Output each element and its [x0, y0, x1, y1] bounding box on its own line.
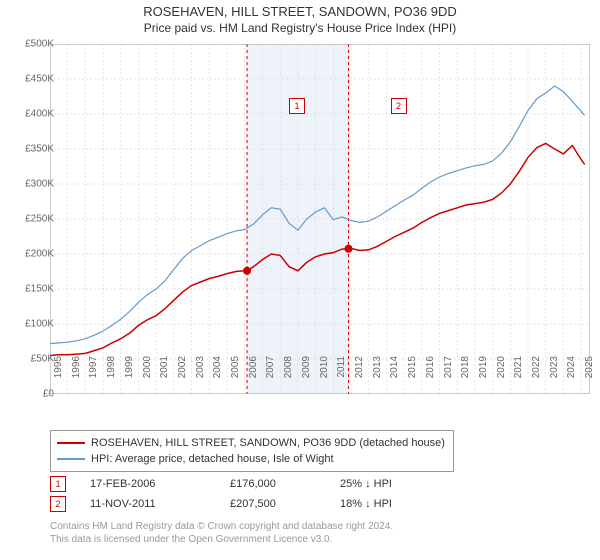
y-tick-label: £500K	[4, 39, 54, 50]
title-sub: Price paid vs. HM Land Registry's House …	[0, 21, 600, 35]
chart-svg	[50, 44, 590, 394]
x-tick-label: 2002	[177, 356, 188, 396]
legend-row: ROSEHAVEN, HILL STREET, SANDOWN, PO36 9D…	[57, 435, 447, 451]
x-tick-label: 2000	[142, 356, 153, 396]
x-tick-label: 2013	[372, 356, 383, 396]
x-tick-label: 2012	[354, 356, 365, 396]
title-block: ROSEHAVEN, HILL STREET, SANDOWN, PO36 9D…	[0, 0, 600, 35]
x-tick-label: 1999	[124, 356, 135, 396]
y-tick-label: £50K	[4, 354, 54, 365]
legend-swatch	[57, 458, 85, 460]
legend-swatch	[57, 442, 85, 444]
y-tick-label: £300K	[4, 179, 54, 190]
sale-date: 17-FEB-2006	[90, 478, 230, 490]
sale-diff: 18% ↓ HPI	[340, 498, 450, 510]
x-tick-label: 2015	[407, 356, 418, 396]
y-tick-label: £450K	[4, 74, 54, 85]
x-tick-label: 2024	[566, 356, 577, 396]
y-tick-label: £150K	[4, 284, 54, 295]
sale-date: 11-NOV-2011	[90, 498, 230, 510]
y-tick-label: £100K	[4, 319, 54, 330]
footer-line: Contains HM Land Registry data © Crown c…	[50, 520, 393, 533]
y-tick-label: £250K	[4, 214, 54, 225]
footer: Contains HM Land Registry data © Crown c…	[50, 520, 393, 546]
x-tick-label: 2004	[212, 356, 223, 396]
x-tick-label: 1996	[71, 356, 82, 396]
x-tick-label: 2018	[460, 356, 471, 396]
y-tick-label: £0	[4, 389, 54, 400]
x-tick-label: 2025	[584, 356, 595, 396]
x-tick-label: 1997	[88, 356, 99, 396]
sales-row: 1 17-FEB-2006 £176,000 25% ↓ HPI	[50, 474, 450, 494]
sales-row: 2 11-NOV-2011 £207,500 18% ↓ HPI	[50, 494, 450, 514]
sale-marker-icon: 1	[50, 476, 66, 492]
sale-marker-label: 2	[391, 98, 407, 114]
sales-table: 1 17-FEB-2006 £176,000 25% ↓ HPI 2 11-NO…	[50, 474, 450, 514]
x-tick-label: 2007	[265, 356, 276, 396]
x-tick-label: 2011	[336, 356, 347, 396]
chart-area: 12	[50, 44, 590, 394]
x-tick-label: 2020	[496, 356, 507, 396]
x-tick-label: 2021	[513, 356, 524, 396]
legend-row: HPI: Average price, detached house, Isle…	[57, 451, 447, 467]
legend-label: HPI: Average price, detached house, Isle…	[91, 453, 334, 465]
chart-container: ROSEHAVEN, HILL STREET, SANDOWN, PO36 9D…	[0, 0, 600, 560]
sale-diff: 25% ↓ HPI	[340, 478, 450, 490]
sale-marker-label: 1	[289, 98, 305, 114]
x-tick-label: 1998	[106, 356, 117, 396]
x-tick-label: 2006	[248, 356, 259, 396]
title-main: ROSEHAVEN, HILL STREET, SANDOWN, PO36 9D…	[0, 4, 600, 19]
x-tick-label: 2009	[301, 356, 312, 396]
x-tick-label: 2023	[549, 356, 560, 396]
y-tick-label: £350K	[4, 144, 54, 155]
y-tick-label: £400K	[4, 109, 54, 120]
x-tick-label: 2008	[283, 356, 294, 396]
x-tick-label: 2001	[159, 356, 170, 396]
legend: ROSEHAVEN, HILL STREET, SANDOWN, PO36 9D…	[50, 430, 454, 472]
legend-label: ROSEHAVEN, HILL STREET, SANDOWN, PO36 9D…	[91, 437, 445, 449]
sale-price: £176,000	[230, 478, 340, 490]
x-tick-label: 2017	[443, 356, 454, 396]
x-tick-label: 1995	[53, 356, 64, 396]
sale-marker-icon: 2	[50, 496, 66, 512]
x-tick-label: 2005	[230, 356, 241, 396]
x-tick-label: 2010	[319, 356, 330, 396]
y-tick-label: £200K	[4, 249, 54, 260]
footer-line: This data is licensed under the Open Gov…	[50, 533, 393, 546]
x-tick-label: 2016	[425, 356, 436, 396]
x-tick-label: 2003	[195, 356, 206, 396]
x-tick-label: 2019	[478, 356, 489, 396]
sale-price: £207,500	[230, 498, 340, 510]
x-tick-label: 2022	[531, 356, 542, 396]
x-tick-label: 2014	[389, 356, 400, 396]
